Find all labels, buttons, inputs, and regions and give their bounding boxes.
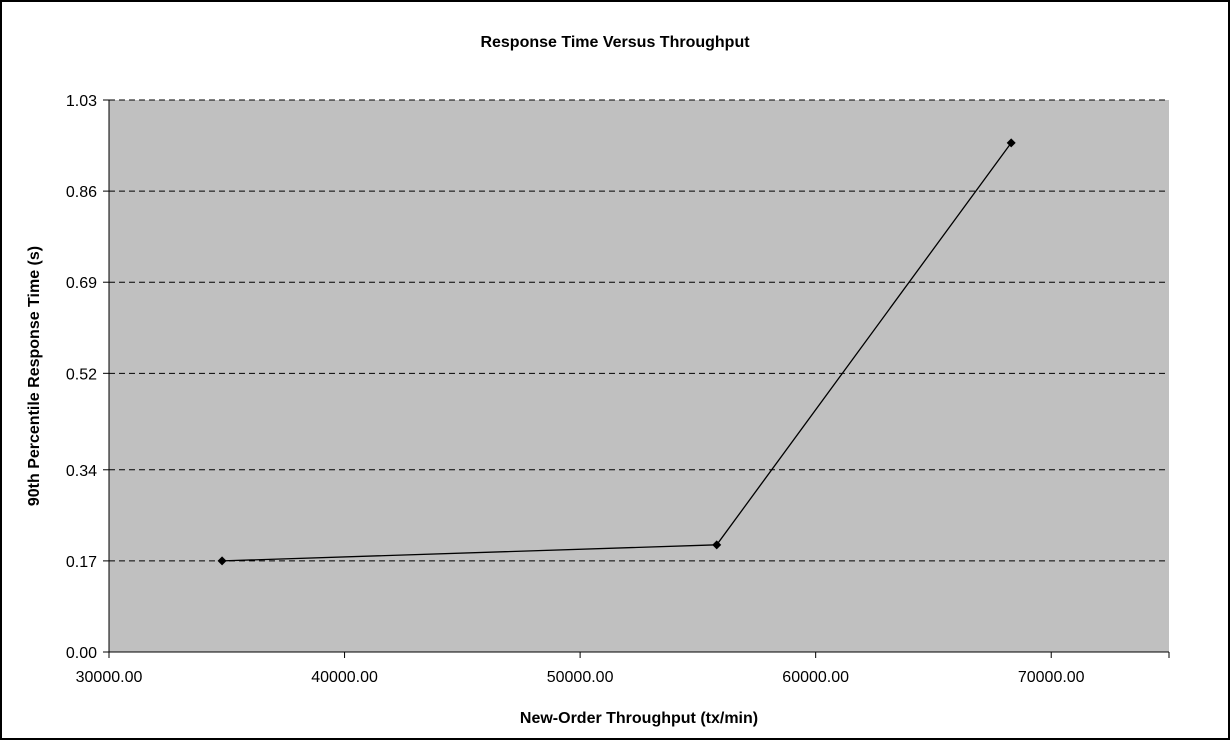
tick-labels: 0.00 0.17 0.34 0.52 0.69 0.86 1.03 30000.00 4000… xyxy=(66,93,1085,686)
x-tick-label: 50000.00 xyxy=(547,669,614,686)
axes xyxy=(103,99,1170,658)
x-axis-title: New-Order Throughput (tx/min) xyxy=(520,710,758,727)
y-tick-label: 0.69 xyxy=(66,275,97,292)
y-tick-label: 0.86 xyxy=(66,184,97,201)
x-tick-label: 30000.00 xyxy=(76,669,143,686)
plot-area xyxy=(109,100,1169,652)
data-point-marker xyxy=(1006,138,1016,148)
y-tick-label: 0.17 xyxy=(66,554,97,571)
data-point-marker xyxy=(217,556,227,566)
x-tick-label: 70000.00 xyxy=(1018,669,1085,686)
y-tick-label: 0.34 xyxy=(66,463,97,480)
y-tick-label: 0.00 xyxy=(66,645,97,662)
y-tick-label: 1.03 xyxy=(66,93,97,110)
gridlines xyxy=(109,99,1169,562)
data-series xyxy=(217,138,1016,566)
data-point-marker xyxy=(712,540,722,550)
chart-title: Response Time Versus Throughput xyxy=(480,34,750,51)
y-axis-title: 90th Percentile Response Time (s) xyxy=(26,246,43,506)
y-tick-label: 0.52 xyxy=(66,366,97,383)
x-tick-label: 60000.00 xyxy=(782,669,849,686)
x-tick-label: 40000.00 xyxy=(311,669,378,686)
